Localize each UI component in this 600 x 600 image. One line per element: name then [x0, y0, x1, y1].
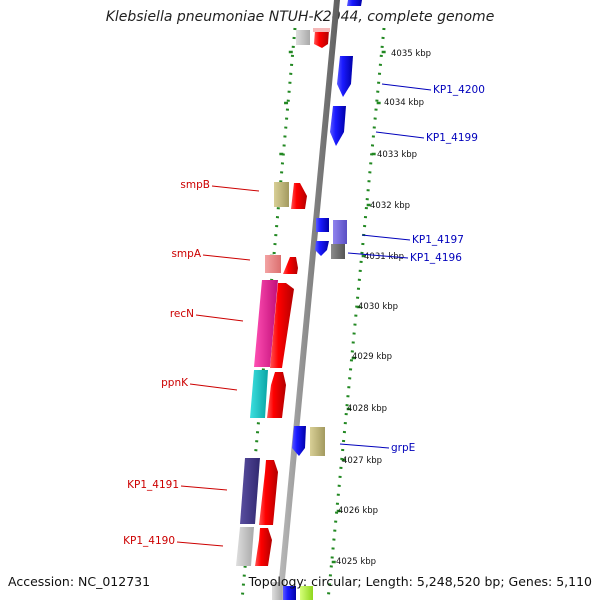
gene-grpE[interactable]	[310, 427, 325, 456]
gene-bottom-gray[interactable]	[272, 582, 282, 600]
gene-top-blue-cut[interactable]	[347, 0, 362, 6]
leader-line-grpE	[339, 443, 390, 449]
gene-ppnK-red[interactable]	[267, 372, 286, 418]
gene-kp1-4191-red[interactable]	[259, 460, 278, 525]
gene-label-kp1-4191[interactable]: KP1_4191	[127, 479, 179, 491]
gene-label-grpE[interactable]: grpE	[391, 442, 415, 454]
kbp-tick-label: 4026 kbp	[338, 506, 378, 516]
leader-line-ppnK	[189, 383, 238, 391]
kbp-tick-label: 4032 kbp	[370, 201, 410, 211]
gene-top-red[interactable]	[314, 30, 329, 48]
gene-label-recN[interactable]: recN	[170, 308, 194, 320]
leader-line-smpB	[211, 185, 260, 192]
gene-kp1-4199[interactable]	[330, 106, 346, 146]
gene-smpB-red[interactable]	[291, 183, 307, 209]
gene-kp1-4197[interactable]	[333, 220, 347, 244]
gene-kp1-4191[interactable]	[240, 458, 260, 524]
kbp-axis: 4035 kbp 4034 kbp 4033 kbp 4032 kbp 4031…	[336, 49, 431, 567]
kbp-tick-label: 4031 kbp	[364, 252, 404, 262]
leader-line-smpA	[202, 254, 251, 261]
kbp-tick-label: 4025 kbp	[336, 557, 376, 567]
kbp-tick-label: 4030 kbp	[358, 302, 398, 312]
kbp-tick-label: 4027 kbp	[342, 456, 382, 466]
gene-recN-red[interactable]	[270, 283, 294, 368]
kbp-tick-label: 4035 kbp	[391, 49, 431, 59]
gene-label-kp1-4199[interactable]: KP1_4199	[426, 132, 478, 144]
accession-text: Accession: NC_012731	[8, 574, 151, 589]
leader-line-kp1-4197	[361, 234, 411, 241]
leader-line-recN	[195, 314, 244, 322]
gene-top-pink	[313, 28, 330, 32]
gene-kp1-4200[interactable]	[337, 56, 353, 97]
gene-bottom-lime[interactable]	[300, 586, 313, 600]
map-title: Klebsiella pneumoniae NTUH-K2044, comple…	[105, 9, 495, 25]
leader-line-kp1-4200	[381, 83, 432, 91]
gene-grpE-neighbor[interactable]	[292, 426, 306, 456]
gene-smpB[interactable]	[274, 182, 289, 207]
gene-top-gray[interactable]	[296, 30, 310, 45]
genome-backbone	[277, 0, 340, 600]
gene-kp1-4198-tip[interactable]	[315, 241, 329, 256]
gene-smpA-red[interactable]	[283, 257, 298, 274]
gene-bottom-blue[interactable]	[283, 586, 296, 600]
leader-line-kp1-4199	[375, 131, 425, 139]
gene-recN[interactable]	[254, 280, 278, 367]
kbp-tick-label: 4034 kbp	[384, 98, 424, 108]
gene-kp1-4198[interactable]	[316, 218, 329, 232]
gene-label-kp1-4200[interactable]: KP1_4200	[433, 84, 485, 96]
kbp-tick-label: 4029 kbp	[352, 352, 392, 362]
gene-label-kp1-4190[interactable]: KP1_4190	[123, 535, 175, 547]
leader-line-kp1-4190	[176, 541, 224, 547]
right-dotted-track	[326, 27, 386, 600]
gene-ppnK[interactable]	[250, 370, 268, 418]
right-track-ticks	[331, 50, 386, 564]
gene-label-smpA[interactable]: smpA	[171, 248, 201, 260]
topology-text: Topology: circular; Length: 5,248,520 bp…	[248, 574, 592, 589]
kbp-tick-label: 4033 kbp	[377, 150, 417, 160]
kbp-tick-label: 4028 kbp	[347, 404, 387, 414]
gene-label-kp1-4197[interactable]: KP1_4197	[412, 234, 464, 246]
gene-smpA[interactable]	[265, 255, 281, 273]
gene-label-kp1-4196[interactable]: KP1_4196	[410, 252, 462, 264]
gene-kp1-4190[interactable]	[236, 527, 254, 566]
gene-label-smpB[interactable]: smpB	[180, 179, 210, 191]
gene-kp1-4196[interactable]	[331, 244, 345, 259]
gene-kp1-4190-red[interactable]	[255, 528, 272, 566]
leader-line-kp1-4196	[347, 252, 409, 259]
gene-label-ppnK[interactable]: ppnK	[161, 377, 189, 389]
leader-line-kp1-4191	[180, 485, 228, 491]
